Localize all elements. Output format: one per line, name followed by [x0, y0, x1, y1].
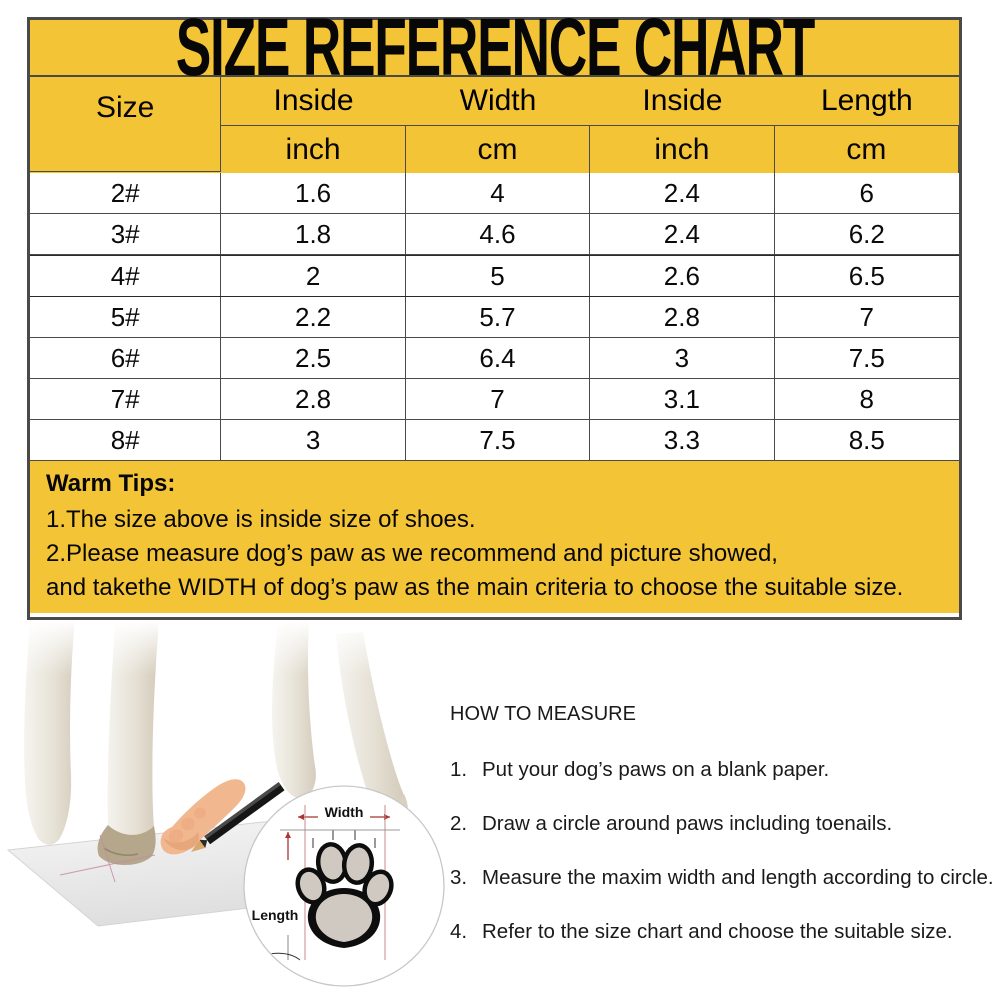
svg-text:Width: Width [325, 804, 364, 820]
svg-text:Length: Length [252, 907, 299, 923]
